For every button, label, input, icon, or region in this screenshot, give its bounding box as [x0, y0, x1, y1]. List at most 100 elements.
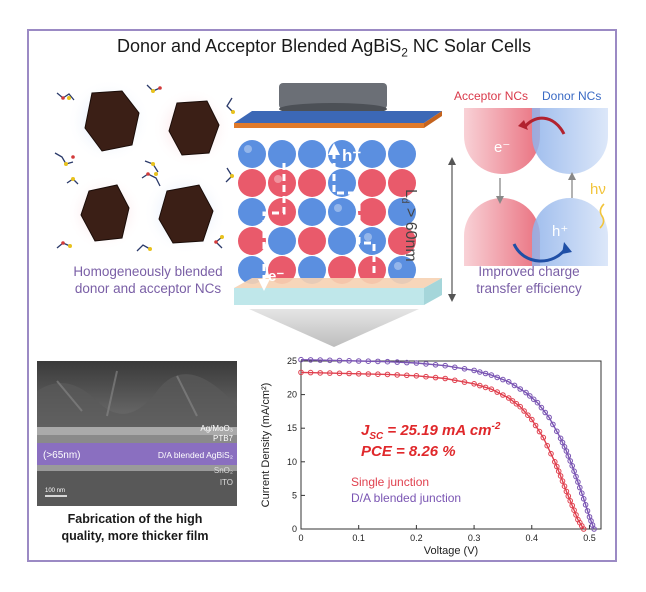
- data-point: [413, 360, 420, 366]
- sem-layer-da: D/A blended AgBiS₂: [158, 450, 233, 460]
- legend-entry: Single junction: [351, 475, 429, 489]
- nanocrystal: [84, 90, 140, 152]
- data-point: [536, 428, 543, 435]
- donor-band-top: [532, 108, 608, 174]
- data-point: [554, 428, 560, 435]
- data-point: [298, 356, 304, 363]
- hole-path: [332, 153, 376, 273]
- sem-layer-thickness: (>65nm): [43, 450, 81, 461]
- data-point: [494, 374, 501, 381]
- data-point: [584, 508, 591, 514]
- data-point: [559, 439, 566, 446]
- data-point: [477, 369, 483, 375]
- data-point: [471, 381, 477, 387]
- ligand: [141, 173, 161, 187]
- data-point: [579, 490, 585, 496]
- sem-caption: Fabrication of the high quality, more th…: [61, 512, 209, 543]
- x-tick-label: 0.2: [410, 533, 423, 543]
- data-point: [375, 358, 381, 365]
- data-point: [569, 463, 576, 469]
- data-point: [346, 358, 352, 364]
- sem-layer-ag: Ag/MoO₃: [200, 424, 233, 433]
- x-tick-label: 0.3: [468, 533, 481, 543]
- bottom-etl-layer: [234, 278, 442, 288]
- data-point: [557, 473, 564, 479]
- x-tick-label: 0: [298, 533, 303, 543]
- data-point: [573, 473, 579, 480]
- donor-band-bottom: [532, 198, 608, 266]
- jv-chart: 0 0.1 0.2 0.3 0.4 0.5 0 5 10 15 20 25 Voltage (V) Cur…: [260, 356, 602, 557]
- data-point: [404, 359, 410, 366]
- data-point: [317, 370, 323, 376]
- data-point: [523, 389, 529, 396]
- right-caption: Improved charge transfer efficiency: [476, 264, 582, 296]
- electron-path: [262, 163, 286, 283]
- y-tick-label: 20: [287, 390, 297, 400]
- data-point: [532, 422, 539, 429]
- left-caption: Homogeneously blended donor and acceptor…: [73, 264, 223, 296]
- data-point: [488, 372, 495, 378]
- data-point: [525, 412, 531, 418]
- data-point: [461, 379, 468, 385]
- data-point: [561, 483, 568, 489]
- pce-annotation: PCE = 8.26 %: [361, 443, 456, 460]
- data-point: [346, 370, 352, 377]
- data-point: [580, 526, 587, 532]
- data-point: [327, 357, 333, 364]
- ligand: [136, 244, 151, 252]
- data-point: [500, 376, 506, 383]
- data-point: [555, 468, 562, 474]
- data-point: [482, 384, 489, 391]
- data-point: [509, 398, 516, 404]
- data-point: [530, 396, 537, 403]
- data-point: [542, 409, 549, 416]
- ligand: [226, 97, 234, 113]
- x-tick-label: 0.1: [352, 533, 365, 543]
- data-point: [327, 370, 333, 376]
- data-point: [567, 458, 574, 464]
- y-tick-label: 10: [287, 457, 297, 467]
- data-point: [569, 502, 576, 509]
- data-point: [423, 373, 429, 380]
- data-point: [394, 359, 400, 365]
- data-point: [355, 371, 362, 377]
- data-point: [336, 370, 343, 377]
- data-point: [307, 369, 314, 376]
- data-point: [534, 399, 541, 406]
- data-point: [565, 493, 572, 499]
- data-point: [563, 488, 570, 495]
- donor-label: Donor NCs: [542, 89, 601, 103]
- data-point: [365, 358, 372, 364]
- device-stack-illustration: h⁺ e⁻: [234, 83, 456, 305]
- data-point: [582, 502, 589, 508]
- series-line-1: [300, 359, 595, 530]
- hole-transfer-arrow: [512, 243, 568, 263]
- data-point: [517, 403, 524, 410]
- data-point: [500, 392, 506, 398]
- x-tick-label: 0.5: [583, 533, 596, 543]
- data-point: [432, 374, 439, 381]
- y-axis-label: Current Density (mA/cm²): [260, 383, 272, 508]
- data-point: [548, 450, 554, 457]
- data-point: [488, 386, 495, 393]
- nanocrystal-illustration: [54, 79, 235, 255]
- sem-layer-ito: ITO: [220, 478, 233, 487]
- data-point: [442, 362, 448, 369]
- sem-layer-ptb7: PTB7: [213, 434, 234, 443]
- data-point: [573, 512, 579, 518]
- nanocrystal: [80, 184, 130, 242]
- y-tick-label: 15: [287, 423, 297, 433]
- data-point: [394, 372, 400, 378]
- da-blended-layer: [37, 443, 237, 465]
- x-tick-label: 0.4: [526, 533, 539, 543]
- data-point: [538, 404, 545, 411]
- data-point: [404, 372, 410, 379]
- hole-label: h⁺: [342, 146, 361, 165]
- bottom-substrate: [234, 288, 424, 305]
- data-point: [546, 414, 552, 421]
- acceptor-label: Acceptor NCs: [454, 89, 528, 103]
- data-point: [529, 416, 535, 423]
- data-point: [494, 389, 501, 395]
- data-point: [384, 371, 391, 378]
- figure-title: Donor and Acceptor Blended AgBiS2 NC Sol…: [117, 36, 531, 60]
